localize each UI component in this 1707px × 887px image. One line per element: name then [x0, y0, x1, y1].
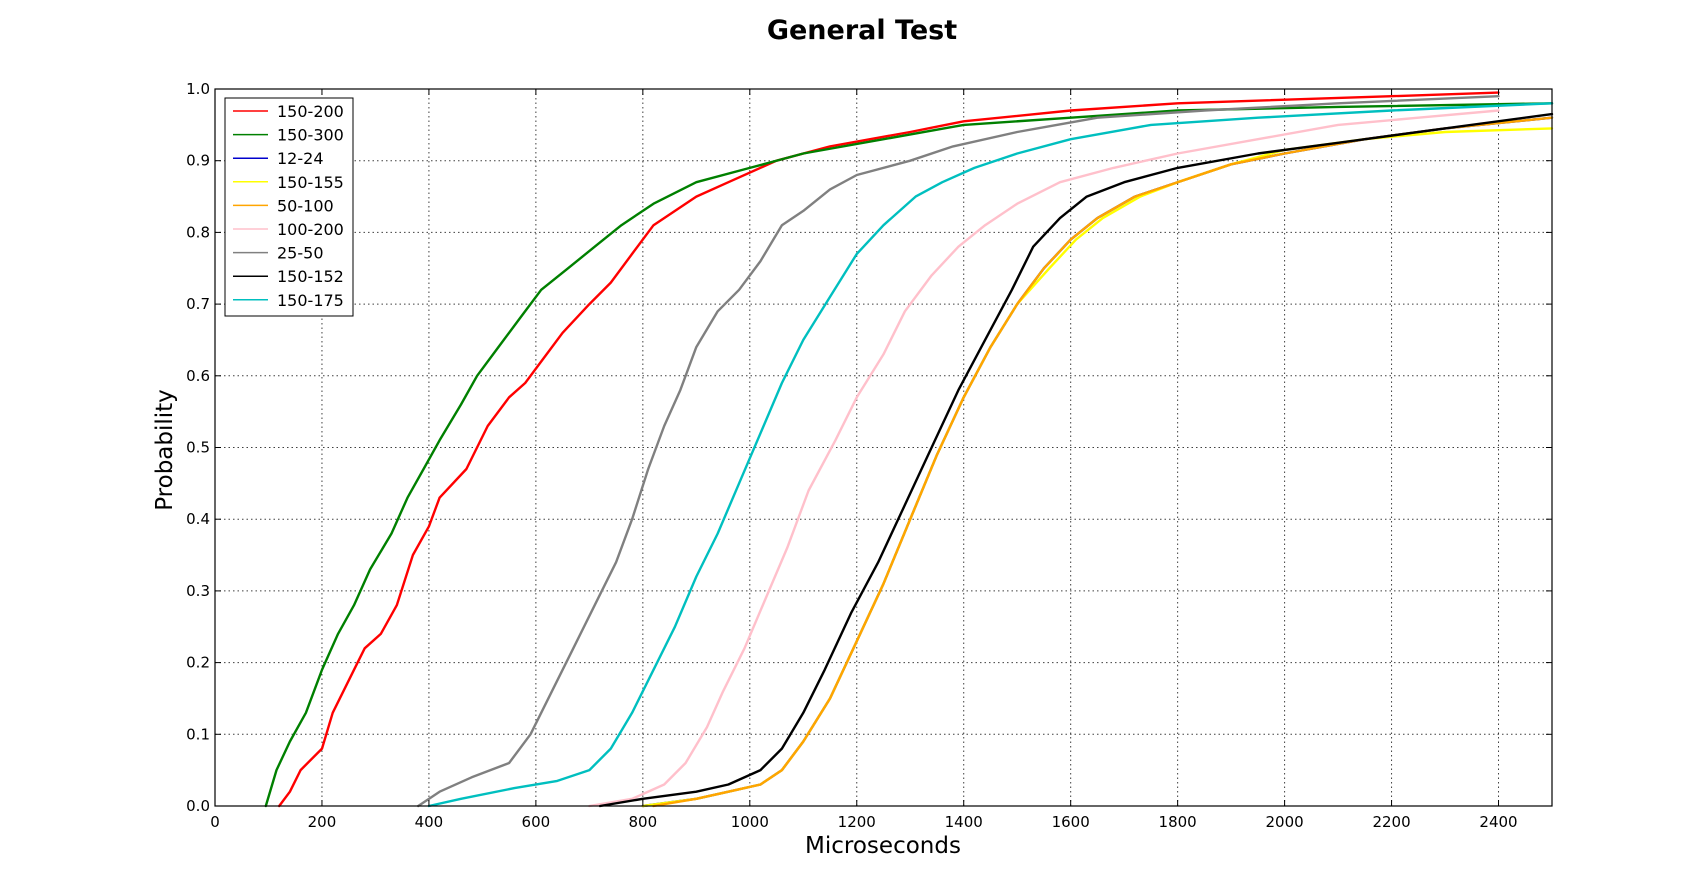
series-line-50-100 [652, 116, 1554, 808]
legend: 150-200 150-300 12-24 150-155 50-100 100-200 2… [224, 97, 354, 317]
x-axis-label: Microseconds [805, 833, 961, 859]
x-tick-label: 400 [415, 813, 444, 831]
y-tick-label: 0.5 [186, 439, 210, 457]
y-tick-label: 0.0 [186, 797, 210, 815]
x-tick-label: 600 [522, 813, 551, 831]
legend-label: 150-200 [277, 102, 344, 121]
legend-label: 150-300 [277, 126, 344, 145]
y-tick-label: 0.4 [186, 510, 210, 528]
legend-label: 150-175 [277, 291, 344, 310]
series-line-150-175 [427, 102, 1554, 808]
y-ticks: 0.0 0.1 0.2 0.3 0.4 0.5 0.6 0.7 0.8 0.9 1.0 [186, 80, 1552, 815]
series-line-150-200 [278, 91, 1500, 808]
x-tick-label: 800 [629, 813, 658, 831]
legend-label: 25-50 [277, 244, 324, 263]
series-line-150-152 [598, 112, 1554, 808]
y-axis-label: Probability [152, 389, 178, 511]
y-tick-label: 0.7 [186, 295, 210, 313]
legend-label: 150-152 [277, 267, 344, 286]
x-tick-label: 2400 [1479, 813, 1517, 831]
y-tick-label: 0.9 [186, 152, 210, 170]
y-tick-label: 0.8 [186, 223, 210, 241]
y-tick-label: 0.1 [186, 725, 210, 743]
legend-label: 150-155 [277, 173, 344, 192]
legend-label: 100-200 [277, 220, 344, 239]
legend-label: 50-100 [277, 196, 334, 215]
x-tick-label: 2000 [1266, 813, 1304, 831]
x-tick-label: 1400 [945, 813, 983, 831]
x-tick-label: 1800 [1159, 813, 1197, 831]
x-tick-label: 0 [210, 813, 220, 831]
y-tick-label: 1.0 [186, 80, 210, 98]
x-tick-label: 2200 [1372, 813, 1410, 831]
series-line-25-50 [417, 94, 1500, 808]
plot-lines [264, 91, 1554, 808]
series-line-100-200 [588, 109, 1500, 808]
x-tick-label: 200 [308, 813, 337, 831]
y-tick-label: 0.6 [186, 367, 210, 385]
legend-label: 12-24 [277, 149, 324, 168]
x-ticks: 0 200 400 600 800 1000 1200 1400 1600 1800 2000 220… [210, 89, 1518, 831]
x-tick-label: 1000 [731, 813, 769, 831]
x-tick-label: 1200 [838, 813, 876, 831]
x-tick-label: 1600 [1052, 813, 1090, 831]
y-tick-label: 0.2 [186, 654, 210, 672]
series-line-150-300 [264, 102, 1554, 808]
chart-title: General Test [767, 15, 957, 46]
y-tick-label: 0.3 [186, 582, 210, 600]
